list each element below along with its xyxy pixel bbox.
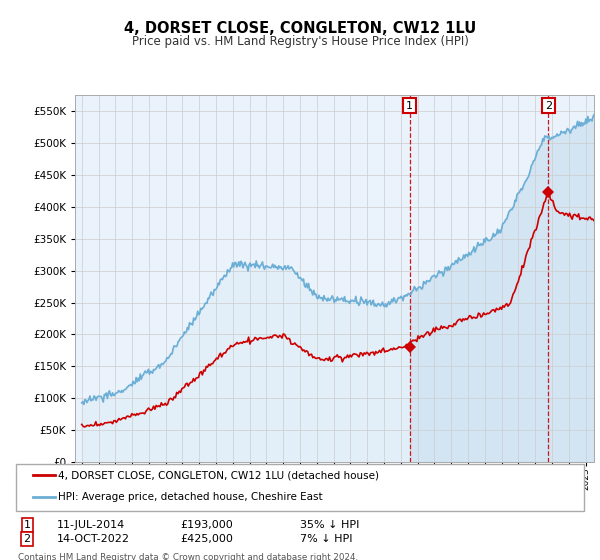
Text: 2: 2	[23, 534, 31, 544]
Text: £193,000: £193,000	[180, 520, 233, 530]
Text: 14-OCT-2022: 14-OCT-2022	[57, 534, 130, 544]
Text: 4, DORSET CLOSE, CONGLETON, CW12 1LU: 4, DORSET CLOSE, CONGLETON, CW12 1LU	[124, 21, 476, 36]
Text: 2: 2	[545, 101, 552, 111]
Text: HPI: Average price, detached house, Cheshire East: HPI: Average price, detached house, Ches…	[58, 492, 323, 502]
Text: 11-JUL-2014: 11-JUL-2014	[57, 520, 125, 530]
Text: 1: 1	[406, 101, 413, 111]
Text: 1: 1	[23, 520, 31, 530]
Text: £425,000: £425,000	[180, 534, 233, 544]
Text: Contains HM Land Registry data © Crown copyright and database right 2024.
This d: Contains HM Land Registry data © Crown c…	[18, 553, 358, 560]
Text: 35% ↓ HPI: 35% ↓ HPI	[300, 520, 359, 530]
Text: 7% ↓ HPI: 7% ↓ HPI	[300, 534, 353, 544]
Text: Price paid vs. HM Land Registry's House Price Index (HPI): Price paid vs. HM Land Registry's House …	[131, 35, 469, 48]
Text: 4, DORSET CLOSE, CONGLETON, CW12 1LU (detached house): 4, DORSET CLOSE, CONGLETON, CW12 1LU (de…	[58, 470, 379, 480]
